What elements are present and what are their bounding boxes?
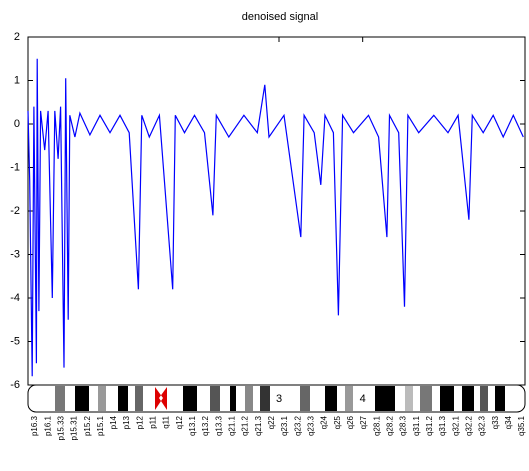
band-label: q13.1 — [188, 415, 197, 436]
band-label: q31.3 — [438, 415, 447, 436]
band-label: q24 — [320, 415, 329, 429]
band-label: q25 — [333, 415, 342, 429]
band-label: p14 — [109, 415, 118, 429]
band-label: q27 — [359, 415, 368, 429]
signal-line — [27, 58, 524, 377]
x-tick-label: 4 — [360, 393, 366, 405]
band-label: q28.1 — [372, 415, 381, 436]
band-label: q11 — [162, 415, 171, 428]
y-tick-label: -4 — [10, 292, 20, 304]
y-tick-label: -3 — [10, 248, 20, 260]
band-label: q32.1 — [451, 415, 460, 436]
chart-title: denoised signal — [242, 11, 318, 23]
band-label: q35.1 — [517, 415, 526, 436]
band-label: q32.3 — [478, 415, 487, 436]
y-tick-label: 0 — [14, 118, 20, 130]
band-label: q32.2 — [464, 415, 473, 436]
band-label: q22 — [267, 415, 276, 429]
band-label: q23.1 — [280, 415, 289, 436]
band-label: p12 — [135, 415, 144, 429]
band-label: q21.1 — [228, 415, 237, 436]
y-tick-label: -2 — [10, 205, 20, 217]
band-label: p11 — [149, 415, 158, 428]
y-tick-label: -1 — [10, 161, 20, 173]
band-label: p16.3 — [30, 415, 39, 436]
band-label: p15.1 — [96, 415, 105, 436]
band-label: q21.2 — [241, 415, 250, 436]
band-label: q23.3 — [307, 415, 316, 436]
band-label: q21.3 — [254, 415, 263, 436]
plot-frame — [27, 36, 526, 386]
band-label: p16.1 — [43, 415, 52, 436]
band-label: q23.2 — [293, 415, 302, 436]
y-tick-label: 1 — [14, 74, 20, 86]
band-label: q13.3 — [214, 415, 223, 436]
band-label: q34 — [504, 415, 513, 429]
band-label: q28.3 — [399, 415, 408, 436]
band-label: q26 — [346, 415, 355, 429]
band-label: p15.2 — [83, 415, 92, 436]
y-tick-label: -6 — [10, 379, 20, 391]
band-label: q12 — [175, 415, 184, 429]
band-label: p13 — [122, 415, 131, 429]
band-label: p15.33 — [56, 415, 65, 440]
band-label: q28.2 — [385, 415, 394, 436]
band-label: q31.1 — [412, 415, 421, 436]
y-tick-label: -5 — [10, 335, 20, 347]
band-label: q13.2 — [201, 415, 210, 436]
band-label: q33 — [491, 415, 500, 429]
ideogram — [27, 384, 526, 413]
y-tick-label: 2 — [14, 31, 20, 43]
x-tick-label: 3 — [276, 393, 282, 405]
band-label: p15.31 — [70, 415, 79, 440]
band-label: q31.2 — [425, 415, 434, 436]
